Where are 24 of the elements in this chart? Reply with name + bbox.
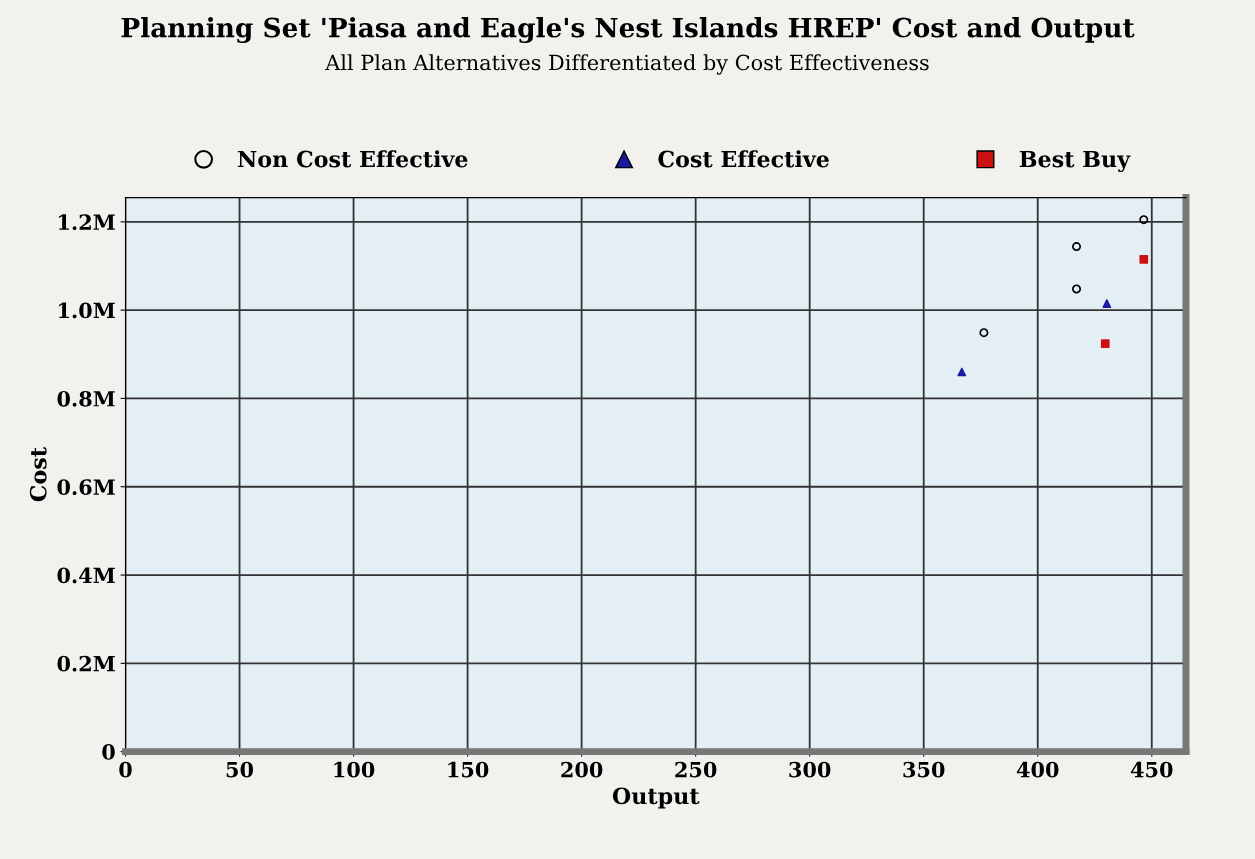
legend-label: Best Buy <box>1019 150 1131 173</box>
x-tick-label: 350 <box>903 761 945 778</box>
x-axis-title: Output <box>612 787 700 809</box>
y-tick-label: 0.2M <box>57 655 115 672</box>
y-tick-label: 0.4M <box>57 567 115 584</box>
y-tick-label: 0.8M <box>57 390 115 407</box>
x-tick-label: 150 <box>448 761 489 778</box>
legend-label: Non Cost Effective <box>237 150 468 168</box>
chart-title: Planning Set 'Piasa and Eagle's Nest Islands HREP' Cost and Output <box>121 17 1135 44</box>
y-tick-label: 1.2M <box>59 214 115 231</box>
y-axis-title: Cost <box>29 447 47 502</box>
x-tick-label: 250 <box>675 761 717 778</box>
chart-subtitle: All Plan Alternatives Differentiated by Cost Effectiveness <box>325 54 929 75</box>
x-tick-label: 300 <box>789 761 831 778</box>
y-tick-label: 0 <box>102 744 115 760</box>
x-tick-label: 400 <box>1016 761 1059 778</box>
x-tick-label: 50 <box>226 761 254 778</box>
x-tick-label: 0 <box>119 761 132 778</box>
y-tick-label: 1.0M <box>59 302 115 319</box>
x-tick-label: 450 <box>1130 761 1173 778</box>
y-tick-label: 0.6M <box>57 479 115 495</box>
legend-label: Cost Effective <box>658 150 829 168</box>
x-tick-label: 200 <box>561 761 603 778</box>
x-tick-label: 100 <box>334 761 375 778</box>
